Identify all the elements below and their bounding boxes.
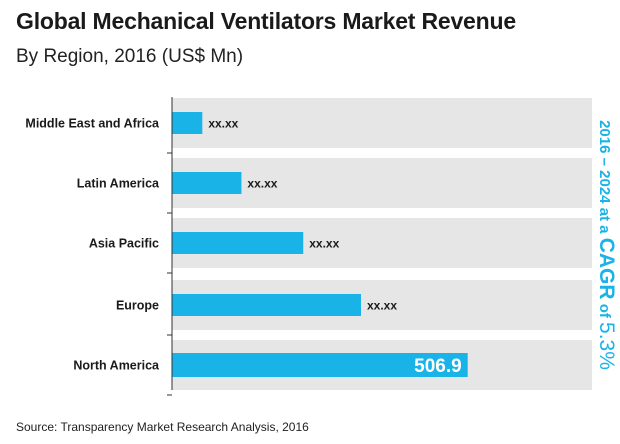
data-label: 506.9: [414, 356, 462, 377]
bar: [172, 294, 361, 316]
category-label: Asia Pacific: [89, 237, 159, 251]
category-label: Middle East and Africa: [25, 117, 160, 131]
data-label: xx.xx: [247, 177, 277, 191]
cagr-prefix: 2016 – 2024 at a: [596, 120, 613, 238]
category-label: Latin America: [77, 177, 160, 191]
bar-track: [172, 98, 592, 148]
data-label: xx.xx: [309, 237, 339, 251]
bar-rows: Middle East and Africa xx.xx Latin America…: [25, 98, 592, 396]
data-label: xx.xx: [208, 117, 238, 131]
bar-track: [172, 158, 592, 208]
bar: [172, 353, 468, 377]
bar: [172, 172, 242, 194]
category-label: Europe: [116, 299, 159, 313]
bar: [172, 112, 203, 134]
data-label: xx.xx: [367, 299, 397, 313]
cagr-annotation: 2016 – 2024 at a CAGR of 5.3%: [595, 120, 618, 370]
source-note: Source: Transparency Market Research Ana…: [16, 420, 309, 434]
bar: [172, 232, 304, 254]
category-label: North America: [73, 359, 160, 373]
cagr-of: of: [596, 300, 613, 323]
chart-subtitle: By Region, 2016 (US$ Mn): [16, 46, 244, 67]
cagr-value: 5.3%: [595, 322, 618, 370]
chart-title: Global Mechanical Ventilators Market Rev…: [16, 8, 516, 34]
cagr-label: CAGR: [595, 238, 618, 300]
